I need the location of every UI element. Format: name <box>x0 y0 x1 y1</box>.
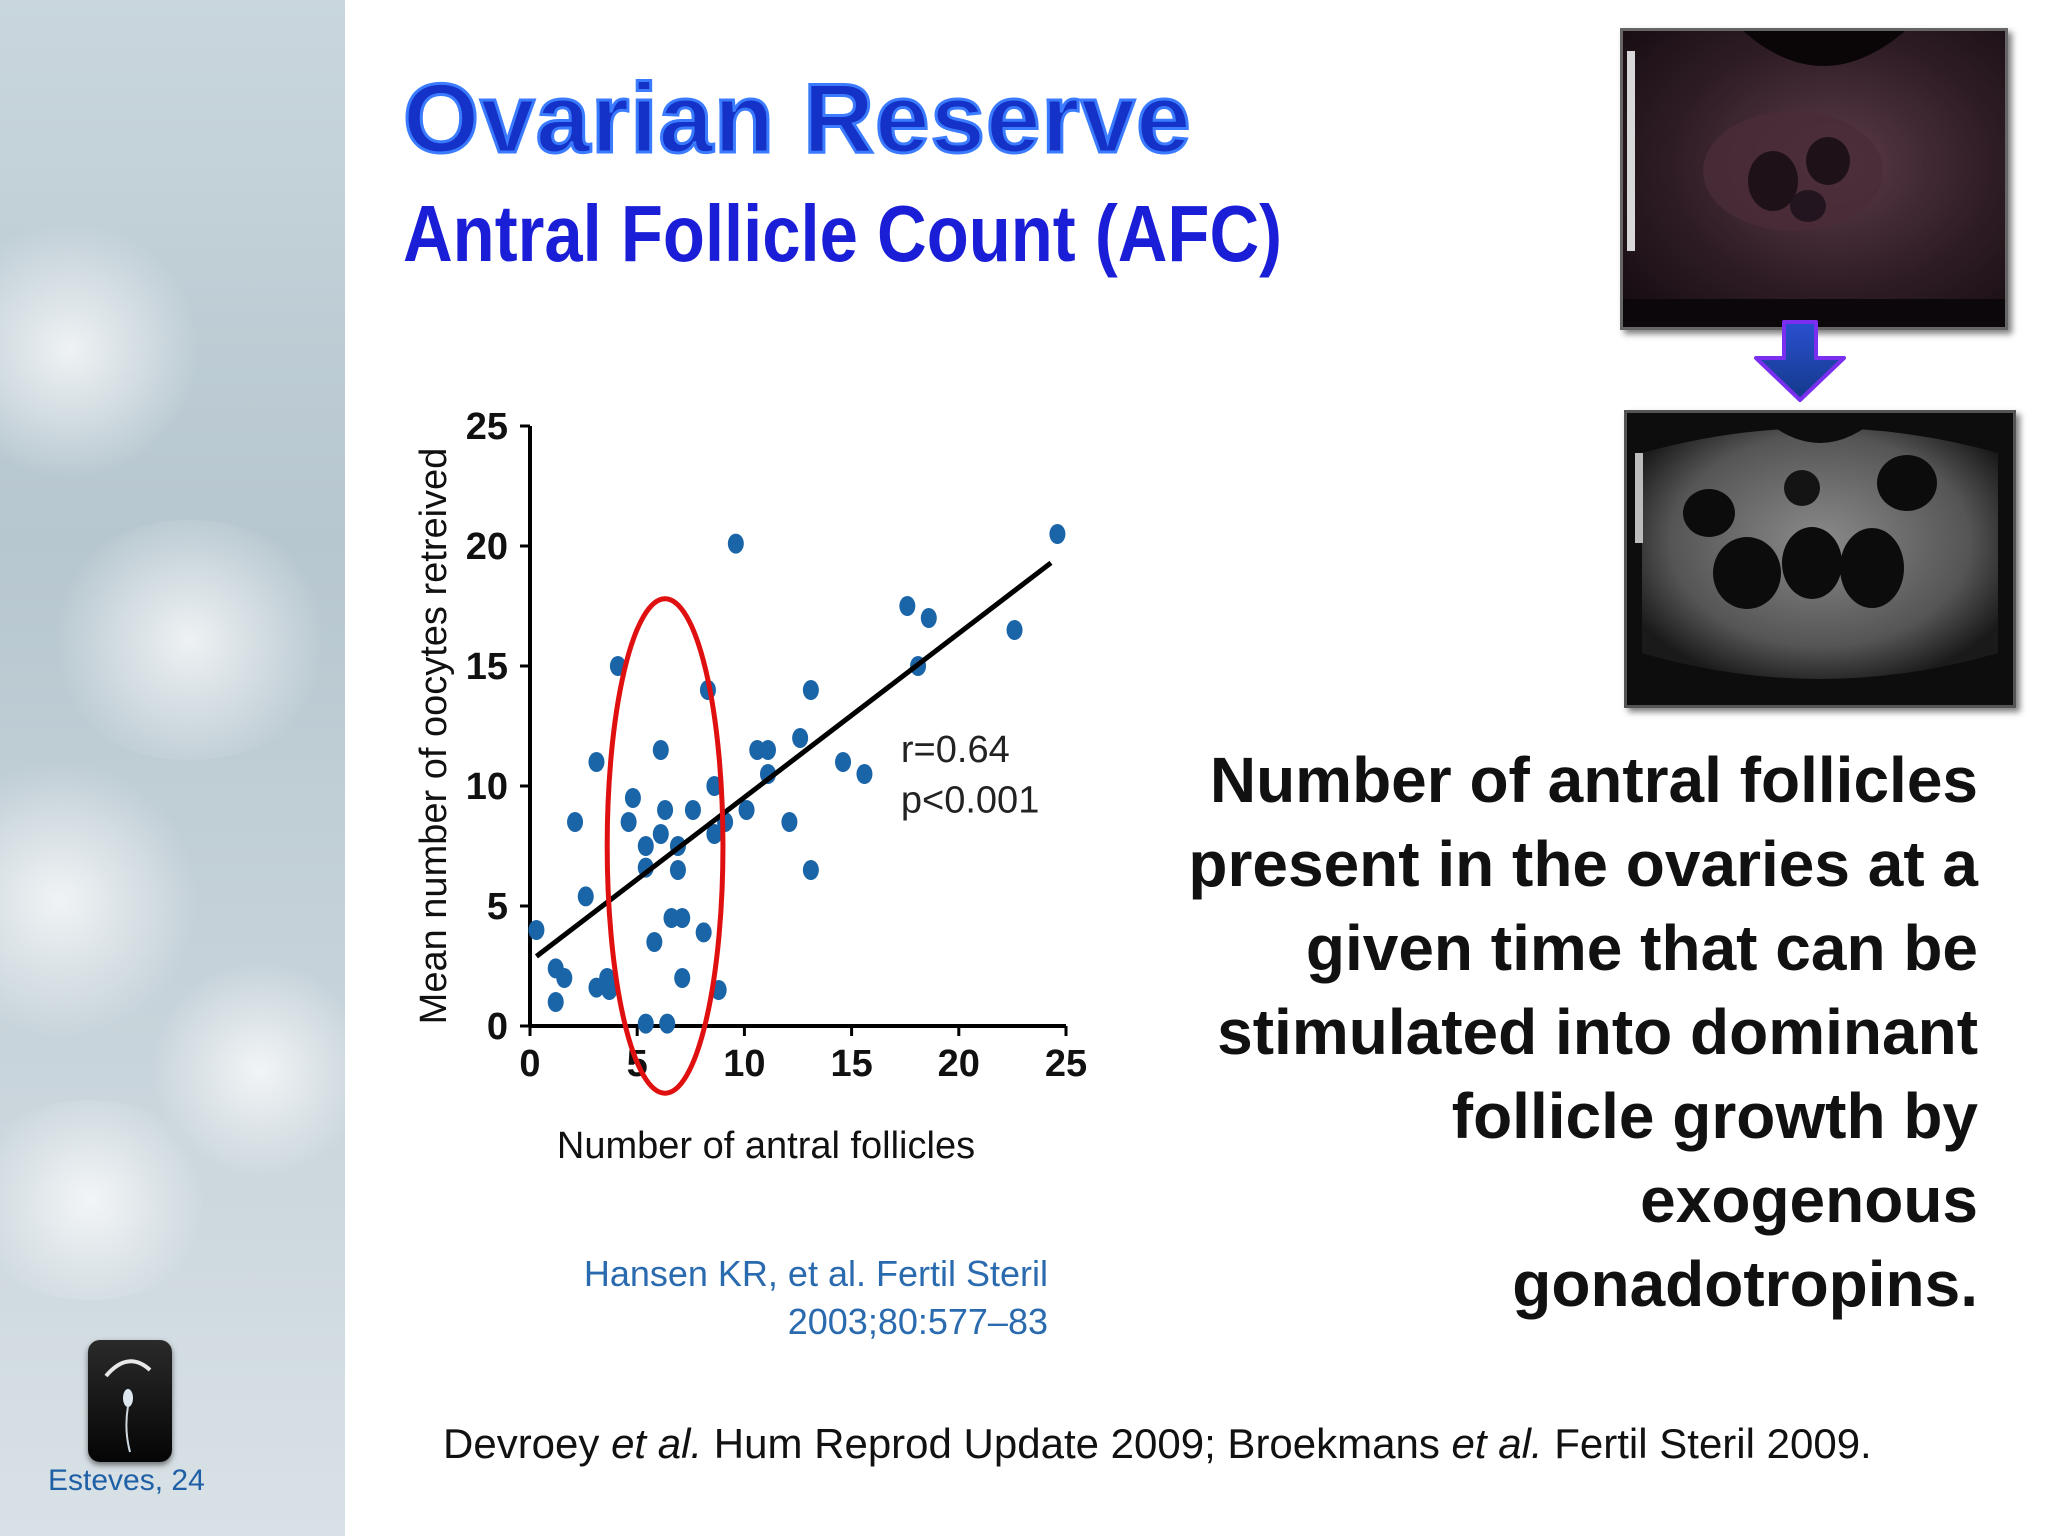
data-point <box>920 608 937 628</box>
y-tick-label: 5 <box>487 886 508 928</box>
data-point <box>624 788 641 808</box>
data-point <box>792 728 809 748</box>
data-point <box>652 824 669 844</box>
y-tick-label: 10 <box>466 766 508 808</box>
x-tick-label: 25 <box>1045 1043 1087 1085</box>
data-point <box>567 812 584 832</box>
references-part-1: Devroey <box>443 1420 612 1467</box>
data-point <box>1049 524 1066 544</box>
slide-subtitle: Antral Follicle Count (AFC) <box>403 189 1283 278</box>
annotation-p: p<0.001 <box>901 779 1039 821</box>
x-axis-label: Number of antral follicles <box>557 1125 975 1167</box>
y-tick-label: 15 <box>466 646 508 688</box>
trendline <box>534 560 1053 959</box>
data-point <box>620 812 637 832</box>
data-point <box>547 992 564 1012</box>
references: Devroey et al. Hum Reprod Update 2009; B… <box>443 1420 1872 1468</box>
sperm-logo-icon <box>88 1340 172 1462</box>
y-tick-label: 25 <box>466 406 508 448</box>
data-point <box>759 740 776 760</box>
ultrasound-image-processed <box>1624 410 2016 708</box>
data-point <box>637 836 654 856</box>
x-tick-label: 15 <box>830 1043 872 1085</box>
y-tick-label: 20 <box>466 526 508 568</box>
references-part-3: Fertil Steril 2009. <box>1542 1420 1872 1467</box>
afc-definition: Number of antral follicles present in th… <box>1188 744 1978 1320</box>
data-point <box>528 920 545 940</box>
data-point <box>802 860 819 880</box>
x-tick-label: 0 <box>519 1043 540 1085</box>
annotation-r: r=0.64 <box>901 729 1010 771</box>
data-point <box>706 776 723 796</box>
data-point <box>738 800 755 820</box>
data-point <box>577 886 594 907</box>
sidebar-background: Esteves, 24 <box>0 0 345 1536</box>
data-point <box>657 800 674 820</box>
data-point <box>588 752 605 772</box>
data-point <box>706 824 723 844</box>
chart-citation: Hansen KR, et al. Fertil Steril 2003;80:… <box>584 1250 1048 1346</box>
down-arrow-icon <box>1754 320 1846 402</box>
x-tick-label: 20 <box>938 1043 980 1085</box>
data-point <box>695 922 712 943</box>
data-point <box>674 908 691 928</box>
data-point <box>674 968 691 988</box>
references-etal-2: et al. <box>1451 1420 1543 1467</box>
x-tick-label: 10 <box>723 1043 765 1085</box>
data-point <box>601 980 618 1000</box>
data-point <box>637 1013 654 1034</box>
y-tick-label: 0 <box>487 1006 508 1048</box>
ultrasound-image-raw <box>1620 28 2008 330</box>
data-point <box>781 812 798 832</box>
citation-line-2: 2003;80:577–83 <box>787 1301 1048 1342</box>
data-point <box>669 860 686 880</box>
data-point <box>835 752 852 772</box>
data-point <box>556 968 573 988</box>
citation-line-1: Hansen KR, et al. Fertil Steril <box>583 1253 1048 1294</box>
data-point <box>646 932 663 952</box>
slide-title: Ovarian Reserve <box>402 62 1193 175</box>
data-point <box>1006 620 1023 640</box>
data-point <box>652 740 669 760</box>
references-part-2: Hum Reprod Update 2009; Broekmans <box>702 1420 1452 1467</box>
data-point <box>856 764 873 784</box>
references-etal-1: et al. <box>611 1420 703 1467</box>
sidebar-caption: Esteves, 24 <box>48 1464 205 1497</box>
data-point <box>899 596 916 616</box>
data-point <box>684 800 701 820</box>
highlight-ellipse <box>604 596 726 1096</box>
data-point <box>659 1013 676 1034</box>
data-point <box>727 533 744 554</box>
y-axis-label: Mean number of oocytes retreived <box>413 448 455 1025</box>
data-point <box>802 680 819 700</box>
